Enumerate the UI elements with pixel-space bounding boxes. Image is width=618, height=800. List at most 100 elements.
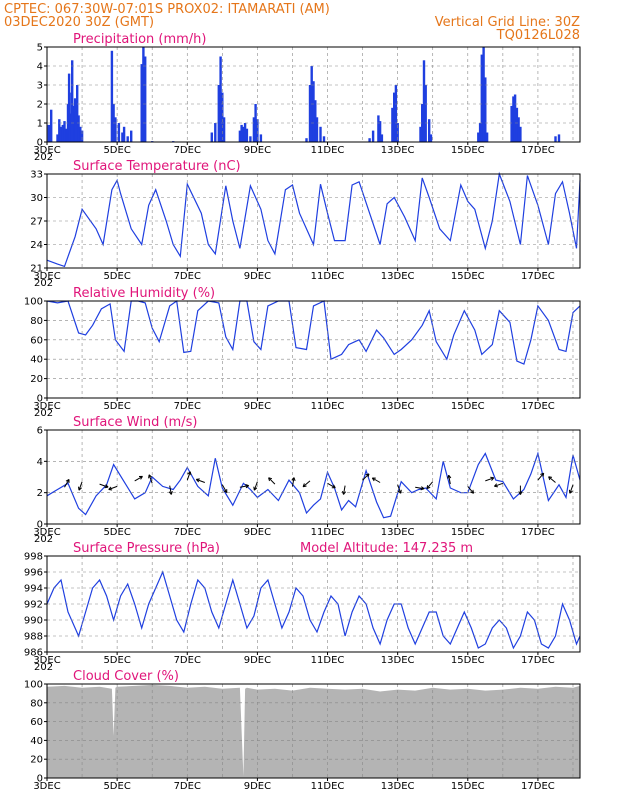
precip-bar: [322, 136, 326, 142]
precip-bar: [130, 130, 133, 142]
rh-frame: [46, 300, 581, 399]
wind-arrow: [485, 477, 494, 482]
cloud-xtick-label: 15DEC: [451, 781, 485, 792]
pressure-xtick-label: 3DEC: [33, 655, 60, 666]
wind-arrow: [448, 475, 451, 485]
rh-ytick-label: 60: [30, 335, 43, 346]
precip-xtick-label: 5DEC: [103, 145, 130, 156]
wind-arrow-head: [148, 474, 153, 479]
wind-arrow-head: [341, 491, 347, 495]
precip-bar: [245, 128, 249, 142]
pressure-ytick-label: 996: [24, 568, 43, 579]
wind-xtick-label: 3DEC: [33, 527, 60, 538]
wind-line: [46, 451, 581, 519]
header-location: CPTEC: 067:30W-07:01S PROX02: ITAMARATI …: [4, 2, 330, 17]
wind-arrow: [148, 474, 153, 484]
wind-arrow-head: [371, 477, 376, 482]
temp-xtick-label: 7DEC: [174, 271, 201, 282]
precip-xtick-label: 9DEC: [244, 145, 271, 156]
precip-bar: [61, 124, 64, 142]
precip-bar: [252, 117, 256, 142]
precip-bar: [47, 124, 50, 142]
precip-bar: [68, 113, 72, 142]
precip-ytick-label: 2: [37, 100, 43, 111]
wind-xtick-label: 11DEC: [311, 527, 345, 538]
wind-arrow: [268, 477, 276, 485]
wind-arrow: [494, 482, 504, 487]
precip-bar: [72, 105, 75, 142]
precip-ytick-label: 1: [37, 119, 43, 130]
precip-bar: [221, 92, 224, 142]
pressure-ytick-label: 994: [24, 584, 43, 595]
wind-arrow-head: [108, 486, 113, 491]
precip-bar: [74, 111, 77, 142]
precip-bar: [210, 132, 213, 142]
precip-ytick-label: 4: [37, 62, 43, 73]
rh-ytick-label: 80: [30, 316, 43, 327]
precip-bar: [242, 126, 245, 142]
wind-arrow: [467, 486, 474, 494]
wind-arrow: [327, 482, 336, 489]
precip-bar: [117, 123, 121, 142]
wind-arrows: [64, 471, 574, 495]
pressure-annotation: Model Altitude: 147.235 m: [300, 541, 473, 556]
wind-arrow-head: [104, 484, 109, 489]
precip-xtick-label: 13DEC: [381, 145, 415, 156]
precip-bar: [380, 134, 384, 142]
wind-arrow-head: [447, 474, 452, 479]
precip-bar: [319, 126, 322, 142]
rh-xtick-label: 5DEC: [103, 401, 130, 412]
wind-xtick-label: 5DEC: [103, 527, 130, 538]
precip-bar: [79, 126, 82, 142]
precip-bar: [312, 81, 315, 142]
precip-bar: [371, 130, 375, 142]
pressure-year-label: 202: [34, 662, 53, 673]
wind-xtick-label: 13DEC: [381, 527, 415, 538]
temp-xtick-label: 13DEC: [381, 271, 415, 282]
wind-ytick-label: 2: [37, 488, 43, 499]
wind-ytick-label: 4: [37, 457, 43, 468]
wind-arrow-head: [138, 475, 143, 480]
wind-arrow: [239, 485, 249, 488]
pressure-xtick-label: 11DEC: [311, 655, 345, 666]
wind-arrow: [548, 476, 556, 483]
precip-bar: [214, 123, 217, 142]
temp-xtick-label: 5DEC: [103, 271, 130, 282]
temp-ytick-label: 24: [30, 240, 43, 251]
temp-title: Surface Temperature (nC): [73, 159, 241, 174]
pressure-xtick-label: 5DEC: [103, 655, 130, 666]
wind-arrow: [537, 472, 545, 481]
temp-ytick-label: 33: [30, 170, 43, 181]
wind-arrow-head: [426, 485, 431, 490]
wind-arrow: [78, 481, 83, 491]
pressure-xtick-label: 13DEC: [381, 655, 415, 666]
wind-arrow: [372, 477, 381, 483]
wind-ytick-label: 6: [37, 426, 43, 437]
wind-arrow: [569, 484, 574, 494]
precip-ytick-label: 5: [37, 43, 43, 54]
precip-frame: [46, 46, 581, 143]
temp-xtick-label: 3DEC: [33, 271, 60, 282]
precip-bar: [76, 85, 79, 142]
header-grid-note: Vertical Grid Line: 30Z: [435, 15, 580, 30]
wind-title: Surface Wind (m/s): [73, 415, 197, 430]
wind-arrow-head: [397, 489, 402, 494]
wind-arrow-head: [187, 471, 192, 476]
cloud-xtick-label: 5DEC: [103, 781, 130, 792]
wind-arrow: [221, 484, 228, 493]
precip-bar: [63, 121, 66, 142]
precip-bar: [59, 126, 63, 142]
wind-arrow: [415, 486, 425, 490]
cloud-panel: 0 20 40 60 80 100 3DEC 5DEC 7DEC 9DEC 11DEC 13DEC 15…: [24, 669, 581, 792]
wind-arrow: [292, 477, 295, 487]
precip-bar: [515, 107, 519, 142]
wind-arrow-head: [268, 477, 273, 482]
rh-xtick-label: 13DEC: [381, 401, 415, 412]
cloud-frame: [46, 683, 581, 779]
wind-frame: [46, 429, 581, 525]
header-model: TQ0126L028: [496, 28, 580, 43]
precip-bar: [477, 132, 480, 142]
wind-arrow: [397, 484, 402, 494]
rh-xtick-label: 11DEC: [311, 401, 345, 412]
wind-arrow: [186, 471, 191, 481]
